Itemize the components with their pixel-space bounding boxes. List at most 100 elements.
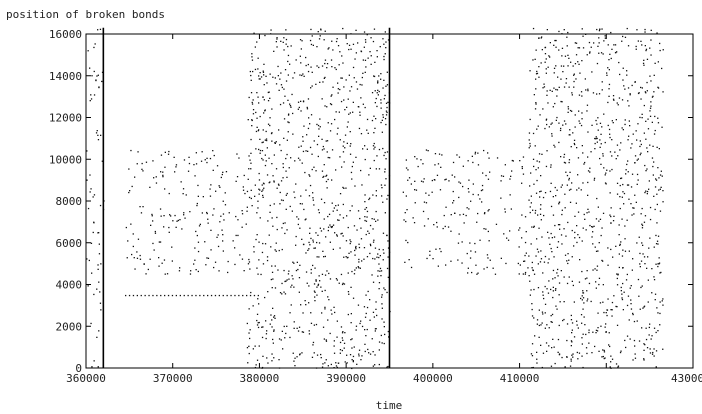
data-point bbox=[342, 145, 344, 147]
data-point bbox=[381, 294, 383, 296]
data-point bbox=[189, 211, 191, 213]
data-point bbox=[382, 38, 384, 40]
data-point bbox=[205, 264, 207, 266]
data-point bbox=[657, 265, 659, 268]
data-point bbox=[602, 53, 604, 55]
data-point bbox=[631, 84, 633, 87]
data-point bbox=[452, 161, 455, 164]
data-point bbox=[642, 244, 644, 246]
data-point bbox=[549, 243, 551, 245]
data-point bbox=[374, 364, 376, 366]
data-point bbox=[557, 268, 559, 271]
data-point bbox=[596, 265, 599, 267]
data-point bbox=[581, 322, 583, 324]
data-point bbox=[262, 196, 264, 198]
data-point bbox=[377, 94, 379, 96]
data-point bbox=[280, 339, 282, 341]
data-point bbox=[336, 38, 338, 40]
data-point bbox=[377, 80, 379, 82]
data-point bbox=[649, 47, 651, 49]
data-point bbox=[159, 208, 162, 210]
data-point bbox=[564, 207, 566, 209]
data-point bbox=[207, 218, 209, 220]
data-point bbox=[303, 125, 305, 127]
data-point bbox=[152, 160, 154, 162]
data-point bbox=[321, 366, 324, 368]
data-point bbox=[607, 264, 609, 266]
data-point bbox=[557, 241, 560, 243]
data-point bbox=[332, 210, 334, 212]
data-point bbox=[479, 198, 481, 200]
data-point bbox=[488, 240, 490, 242]
data-point bbox=[269, 323, 271, 325]
data-point bbox=[437, 163, 440, 165]
data-point bbox=[256, 267, 258, 269]
data-point bbox=[598, 30, 601, 32]
data-point bbox=[336, 234, 338, 236]
data-point bbox=[360, 227, 362, 229]
data-point bbox=[556, 89, 559, 91]
data-point bbox=[249, 268, 251, 270]
data-point bbox=[621, 255, 624, 257]
data-point bbox=[563, 29, 565, 31]
data-point bbox=[257, 298, 259, 300]
data-point bbox=[99, 302, 102, 304]
data-point bbox=[657, 86, 659, 88]
data-point bbox=[210, 229, 212, 231]
data-point bbox=[532, 158, 535, 160]
data-point bbox=[602, 355, 604, 358]
data-point bbox=[91, 272, 93, 274]
data-point bbox=[309, 184, 312, 187]
data-point bbox=[587, 194, 589, 196]
data-point bbox=[355, 245, 357, 248]
data-point bbox=[348, 113, 350, 115]
data-point bbox=[257, 96, 259, 98]
data-point bbox=[271, 163, 273, 165]
data-point bbox=[381, 296, 383, 298]
data-point bbox=[653, 279, 656, 281]
data-point bbox=[213, 154, 215, 157]
data-point bbox=[625, 169, 627, 171]
data-point bbox=[565, 123, 567, 125]
data-point bbox=[374, 146, 376, 148]
data-point bbox=[609, 151, 612, 153]
data-point bbox=[383, 287, 385, 289]
data-point bbox=[548, 237, 550, 239]
data-point bbox=[293, 72, 296, 74]
data-point bbox=[195, 294, 197, 297]
data-point bbox=[622, 191, 624, 193]
data-point bbox=[597, 45, 599, 47]
data-point bbox=[251, 125, 253, 127]
data-point bbox=[659, 42, 661, 45]
data-point bbox=[577, 47, 579, 49]
data-point bbox=[343, 283, 346, 285]
data-point bbox=[250, 189, 252, 191]
data-point bbox=[540, 344, 542, 346]
data-point bbox=[263, 187, 265, 189]
data-point bbox=[593, 42, 595, 44]
data-point bbox=[378, 90, 380, 93]
data-point bbox=[277, 65, 279, 68]
data-point bbox=[600, 143, 602, 145]
data-point bbox=[561, 184, 563, 186]
data-point bbox=[624, 119, 626, 121]
data-point bbox=[517, 262, 519, 265]
data-point bbox=[92, 231, 94, 234]
data-point bbox=[481, 189, 484, 191]
data-point bbox=[331, 313, 333, 315]
data-point bbox=[576, 324, 578, 326]
data-point bbox=[271, 217, 273, 219]
data-point bbox=[272, 175, 274, 177]
data-point bbox=[654, 293, 657, 295]
data-point bbox=[380, 270, 383, 272]
data-point bbox=[193, 164, 195, 166]
data-point bbox=[564, 366, 566, 368]
data-point bbox=[296, 216, 298, 218]
data-point bbox=[139, 254, 141, 257]
data-point bbox=[582, 35, 584, 37]
data-point bbox=[86, 179, 88, 181]
data-point bbox=[536, 362, 538, 364]
data-point bbox=[179, 294, 181, 297]
data-point bbox=[339, 51, 341, 53]
data-point bbox=[296, 261, 298, 263]
